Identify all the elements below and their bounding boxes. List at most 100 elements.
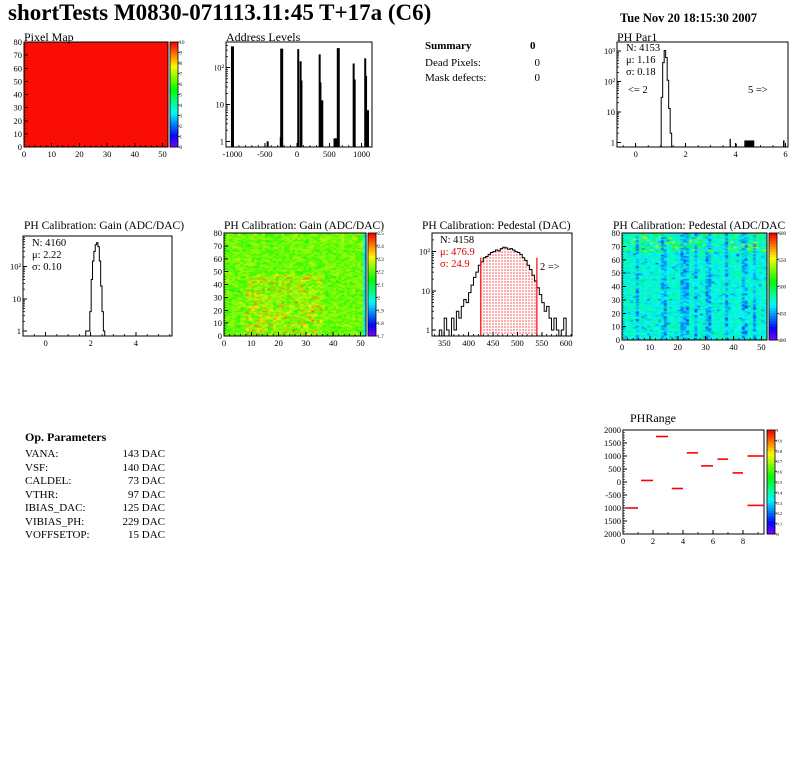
svg-text:600: 600 bbox=[560, 338, 573, 348]
summary-title-value: 0 bbox=[530, 40, 536, 52]
ph-range-panel: PHRange 0 2 4 6 8 2000 1500 1000 500 0 -500 1000 150… bbox=[596, 405, 796, 557]
svg-text:4: 4 bbox=[180, 104, 183, 109]
svg-text:0.3: 0.3 bbox=[777, 501, 783, 506]
svg-text:0.6: 0.6 bbox=[777, 470, 783, 475]
svg-text:1000: 1000 bbox=[604, 451, 621, 461]
svg-text:30: 30 bbox=[302, 338, 311, 348]
svg-text:7: 7 bbox=[180, 73, 183, 78]
svg-text:40: 40 bbox=[612, 282, 621, 292]
svg-text:-500: -500 bbox=[605, 490, 621, 500]
svg-text:10: 10 bbox=[247, 338, 256, 348]
svg-text:30: 30 bbox=[214, 292, 223, 302]
svg-text:1: 1 bbox=[17, 326, 21, 336]
svg-text:20: 20 bbox=[274, 338, 283, 348]
svg-text:50: 50 bbox=[757, 342, 766, 352]
svg-text:10³: 10³ bbox=[604, 46, 616, 56]
svg-text:80: 80 bbox=[214, 228, 223, 238]
svg-text:450: 450 bbox=[487, 338, 500, 348]
svg-text:5: 5 bbox=[180, 94, 183, 99]
svg-text:60: 60 bbox=[612, 255, 621, 265]
svg-text:10: 10 bbox=[216, 100, 225, 110]
svg-text:2.2: 2.2 bbox=[378, 271, 385, 276]
svg-text:40: 40 bbox=[131, 149, 140, 159]
svg-text:30: 30 bbox=[612, 295, 621, 305]
stat-mu: μ: 476.9 bbox=[440, 247, 475, 258]
svg-text:10²: 10² bbox=[604, 77, 616, 87]
param-label: CALDEL: bbox=[25, 475, 72, 487]
op-param-row-caldel: CALDEL: 73 DAC bbox=[25, 475, 165, 487]
svg-text:10: 10 bbox=[612, 322, 621, 332]
svg-text:20: 20 bbox=[674, 342, 683, 352]
svg-text:500: 500 bbox=[511, 338, 524, 348]
svg-text:500: 500 bbox=[323, 149, 336, 159]
svg-text:10: 10 bbox=[47, 149, 56, 159]
svg-text:50: 50 bbox=[612, 268, 621, 278]
svg-text:1: 1 bbox=[220, 136, 224, 146]
svg-text:500: 500 bbox=[608, 464, 621, 474]
svg-text:50: 50 bbox=[158, 149, 167, 159]
summary-row-dead-pixels: Dead Pixels: 0 bbox=[425, 57, 540, 69]
svg-text:80: 80 bbox=[612, 228, 621, 238]
svg-text:0: 0 bbox=[617, 477, 621, 487]
svg-text:40: 40 bbox=[14, 90, 23, 100]
svg-text:4: 4 bbox=[134, 338, 139, 348]
svg-text:80: 80 bbox=[14, 37, 23, 47]
svg-text:1: 1 bbox=[777, 428, 779, 433]
svg-text:10: 10 bbox=[13, 294, 22, 304]
gain-map-cells bbox=[224, 233, 366, 336]
op-param-row-voffsetop: VOFFSETOP: 15 DAC bbox=[25, 529, 165, 541]
svg-text:2.5: 2.5 bbox=[378, 232, 385, 237]
svg-text:2: 2 bbox=[89, 338, 93, 348]
svg-text:70: 70 bbox=[612, 241, 621, 251]
dead-pixels-value: 0 bbox=[534, 57, 541, 69]
svg-text:6: 6 bbox=[711, 536, 715, 546]
pedestal-map-cells bbox=[622, 233, 767, 340]
svg-text:0.1: 0.1 bbox=[777, 522, 783, 527]
svg-text:0: 0 bbox=[22, 149, 26, 159]
summary-panel: Summary 0 Dead Pixels: 0 Mask defects: 0 bbox=[420, 40, 595, 110]
svg-text:0: 0 bbox=[222, 338, 226, 348]
svg-text:20: 20 bbox=[75, 149, 84, 159]
svg-text:550: 550 bbox=[779, 259, 787, 264]
svg-text:60: 60 bbox=[14, 63, 23, 73]
svg-text:8: 8 bbox=[180, 62, 183, 67]
svg-text:8: 8 bbox=[741, 536, 745, 546]
ph-par1-chart: 0 2 4 6 1 10 10² 10³ bbox=[604, 41, 789, 159]
svg-text:1500: 1500 bbox=[604, 438, 621, 448]
svg-text:400: 400 bbox=[462, 338, 475, 348]
svg-text:0.2: 0.2 bbox=[777, 511, 783, 516]
svg-text:1500: 1500 bbox=[604, 516, 621, 526]
svg-text:20: 20 bbox=[612, 308, 621, 318]
stat-mu: μ: 2.22 bbox=[32, 250, 62, 261]
svg-text:2: 2 bbox=[651, 536, 655, 546]
svg-text:40: 40 bbox=[329, 338, 338, 348]
svg-text:6: 6 bbox=[783, 149, 787, 159]
stat-sigma: σ: 0.10 bbox=[32, 262, 62, 273]
summary-title: Summary bbox=[425, 40, 472, 52]
mask-defects-label: Mask defects: bbox=[425, 72, 487, 84]
svg-text:6: 6 bbox=[180, 83, 183, 88]
param-label: IBIAS_DAC: bbox=[25, 502, 86, 514]
stat-sigma: σ: 24.9 bbox=[440, 259, 470, 270]
svg-text:600: 600 bbox=[779, 232, 787, 237]
gain-map-chart: 0 10 20 30 40 50 0 10 20 30 40 50 60 70 80 2.5 2.4 2.3 2.2… bbox=[214, 228, 385, 348]
svg-text:0.9: 0.9 bbox=[777, 438, 783, 443]
param-value: 97 DAC bbox=[128, 488, 165, 501]
svg-text:0: 0 bbox=[620, 342, 624, 352]
svg-text:1: 1 bbox=[611, 137, 615, 147]
svg-text:30: 30 bbox=[103, 149, 112, 159]
svg-text:0: 0 bbox=[777, 532, 780, 537]
svg-text:2: 2 bbox=[378, 296, 381, 301]
dead-pixels-label: Dead Pixels: bbox=[425, 57, 481, 69]
svg-text:550: 550 bbox=[535, 338, 548, 348]
svg-text:3: 3 bbox=[180, 115, 183, 120]
svg-text:10: 10 bbox=[214, 318, 223, 328]
op-parameters-title: Op. Parameters bbox=[25, 430, 107, 444]
svg-text:50: 50 bbox=[214, 267, 223, 277]
ph-range-title: PHRange bbox=[630, 411, 676, 425]
svg-text:10: 10 bbox=[14, 129, 23, 139]
gain-hist-title: PH Calibration: Gain (ADC/DAC) bbox=[24, 220, 185, 232]
svg-text:0: 0 bbox=[621, 536, 625, 546]
